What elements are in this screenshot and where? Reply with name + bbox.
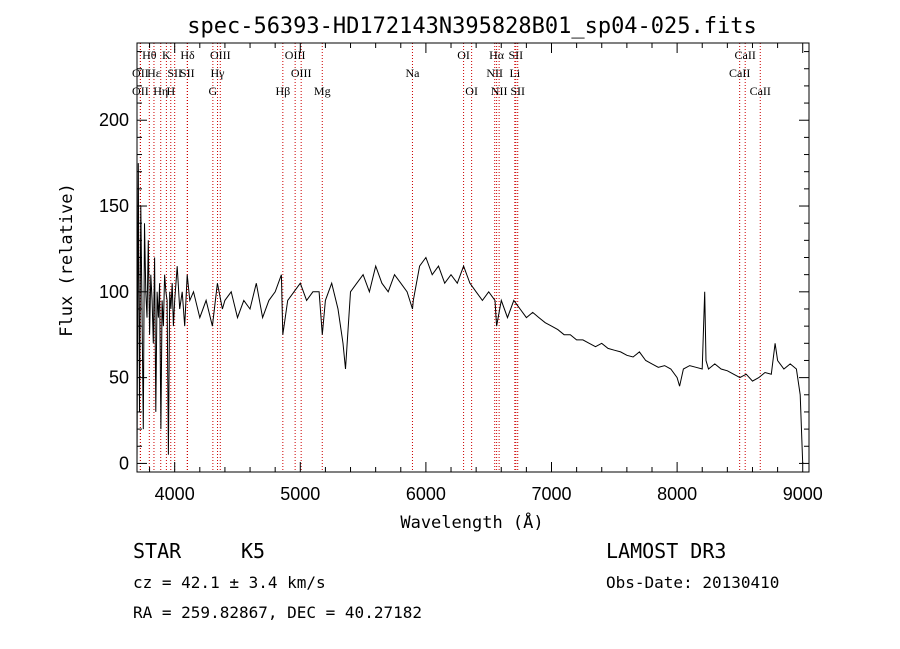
spectral-line-label-2: Hθ [142,48,157,62]
spectral-line-label-4: Hη [153,84,168,98]
spectral-line-label-27: CaII [735,48,756,62]
object-class: STAR [133,539,182,563]
redshift-value: cz = 42.1 ± 3.4 km/s [133,573,326,592]
observation-date: Obs-Date: 20130410 [606,573,779,592]
spectral-line-label-17: Na [405,66,420,80]
y-axis-label: Flux (relative) [57,183,77,337]
y-tick-label: 200 [99,110,129,130]
spectral-line-label-21: NII [486,66,503,80]
y-tick-label: 150 [99,196,129,216]
spectral-line-label-6: H [166,84,175,98]
spectral-line-label-16: Mg [314,84,331,98]
spectral-line-label-23: SII [508,48,523,62]
spectral-line-label-8: Hδ [180,48,195,62]
coordinates: RA = 259.82867, DEC = 40.27182 [133,603,422,622]
spectral-line-label-3: Hε [147,66,161,80]
spectral-line-label-10: OIII [210,48,231,62]
spectral-line-label-7: SII [167,66,182,80]
spectral-line-label-5: K [162,48,171,62]
spectral-line-label-28: CaII [750,84,771,98]
chart-title: spec-56393-HD172143N395828B01_sp04-025.f… [187,14,757,39]
spectral-line-label-22: NII [491,84,508,98]
y-tick-label: 0 [119,453,129,473]
spectral-line-label-0: OII [132,66,149,80]
x-tick-label: 4000 [155,484,195,504]
spectral-line-label-19: OI [465,84,478,98]
spectral-line-label-18: OI [457,48,470,62]
spectral-line-label-12: G [209,84,218,98]
spectral-line-label-15: OIII [291,66,312,80]
x-axis-ticks: 4000 5000 6000 7000 8000 9000 [149,43,823,504]
spectral-line-label-26: CaII [729,66,750,80]
x-tick-label: 7000 [531,484,571,504]
x-tick-label: 5000 [280,484,320,504]
spectral-line-label-20: Hα [489,48,505,62]
plot-frame [136,42,810,473]
survey-name: LAMOST DR3 [606,539,726,563]
spectral-line-label-11: Hγ [211,66,226,80]
spectral-line-markers [139,43,761,472]
spectral-line-label-13: Hβ [275,84,290,98]
x-axis-label: Wavelength (Å) [400,511,543,533]
y-tick-label: 50 [109,368,129,388]
spectral-line-label-14: OIII [285,48,306,62]
spectral-line-label-1: OII [132,84,149,98]
y-axis-ticks: 0 50 100 150 200 [99,51,809,473]
spectrum-line [136,163,804,464]
object-subclass: K5 [241,539,265,563]
x-tick-label: 6000 [406,484,446,504]
spectral-line-label-25: SII [510,84,525,98]
x-tick-label: 8000 [657,484,697,504]
spectral-line-label-9: SII [180,66,195,80]
y-tick-label: 100 [99,282,129,302]
spectral-line-label-24: Li [509,66,520,80]
x-tick-label: 9000 [783,484,823,504]
